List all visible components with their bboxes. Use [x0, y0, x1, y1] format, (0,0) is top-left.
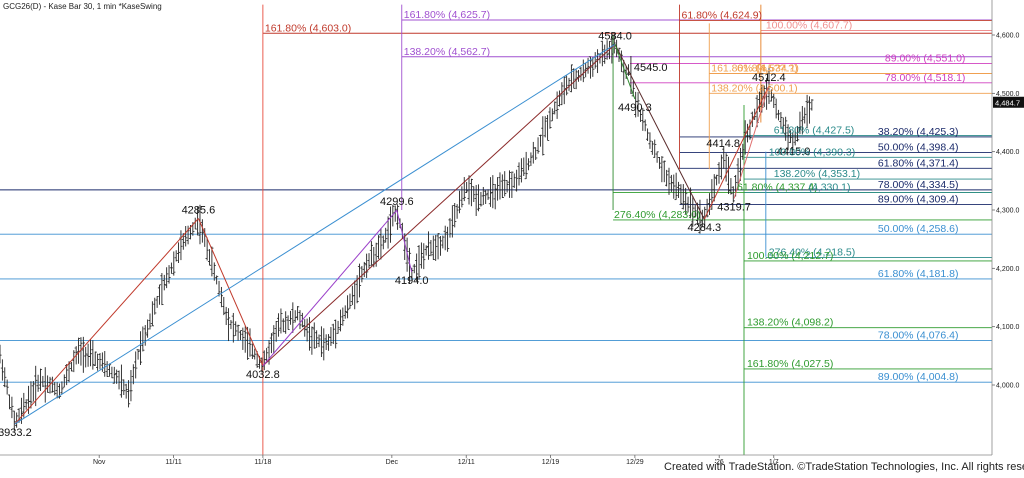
- level-label: 89.00% (4,004.8): [878, 371, 959, 383]
- level-label: 61.8%: [737, 62, 767, 74]
- level-label: (4,534.1): [757, 62, 799, 74]
- level-label: 161.80% (4,5??.?): [711, 63, 797, 75]
- level-label: 161.80% (4,027.5): [747, 358, 833, 370]
- level-labels-layer: 161.80% (4,603.0) 161.80% (4,625.7) 138.20…: [265, 9, 966, 383]
- swing-line: [396, 210, 413, 272]
- x-tick-label: '26: [715, 459, 724, 466]
- level-label: 50.00% (4,258.6): [878, 223, 959, 235]
- x-tick-label: 11/11: [165, 459, 182, 466]
- last-price-badge: [993, 96, 1024, 108]
- pivot-label: 4285.6: [182, 204, 216, 216]
- credit-text: Created with TradeStation. ©TradeStation…: [664, 461, 1024, 473]
- pivot-label: 4032.8: [246, 369, 280, 381]
- level-label: 161.80% (4,625.7): [404, 9, 490, 21]
- swing-line: [614, 44, 705, 220]
- pivot-label: 4415.0: [777, 146, 811, 158]
- level-label: 78.00% (4,518.1): [885, 72, 966, 84]
- pivot-label: 4545.0: [634, 62, 668, 74]
- level-label: 100.00% (4,607.7): [766, 20, 852, 32]
- level-label: 276.40% (4,283.0): [614, 209, 700, 221]
- level-label: (4,330.1): [808, 181, 850, 193]
- level-label: 161.80% (4,603.0): [265, 22, 351, 34]
- y-tick-label: 4,600.0: [996, 33, 1019, 40]
- y-axis: 4,600.0 4,500.0 4,400.0 4,300.0 4,200.0 4,100…: [992, 33, 1019, 390]
- swing-line: [197, 218, 264, 367]
- swing-lines-layer: [14, 43, 770, 425]
- y-tick-label: 4,400.0: [996, 149, 1019, 156]
- level-label: 276.40% (4,218.5): [769, 247, 855, 259]
- level-label: 38.20% (4,425.3): [878, 126, 959, 138]
- swing-line: [733, 85, 770, 199]
- level-label: 78.00% (4,076.4): [878, 329, 959, 341]
- level-label: 100.00% (4,212.7): [747, 250, 833, 262]
- level-label: 61.80% (4,624.9): [682, 9, 763, 21]
- x-tick-label: 12/19: [542, 459, 560, 466]
- level-label: 138.20% (4,098.2): [747, 317, 833, 329]
- level-label: 61.80% (4,337.4): [737, 181, 818, 193]
- swing-line: [14, 218, 199, 425]
- vertical-markers-layer: [262, 4, 767, 455]
- y-tick-label: 4,100.0: [996, 324, 1019, 331]
- pivot-labels-layer: 3933.2 4285.6 4032.8 4299.6 4194.0 4584.0 4545…: [0, 30, 810, 439]
- pivot-label: 4284.3: [687, 222, 721, 234]
- level-label: 61.80% (4,181.8): [878, 268, 959, 280]
- swing-line: [262, 209, 398, 367]
- level-label: 100.00% (4,390.3): [769, 146, 855, 158]
- x-tick-label: 1/7: [769, 459, 779, 466]
- level-label: 138.20% (4,353.1): [774, 168, 860, 180]
- x-tick-label: 12/29: [626, 459, 644, 466]
- price-bars-layer: [0, 31, 814, 431]
- x-tick-label: Nov: [93, 459, 106, 466]
- chart-header: GCG26(D) - Kase Bar 30, 1 min *KaseSwing: [3, 2, 162, 11]
- swing-line: [614, 44, 636, 100]
- pivot-label: 4299.6: [380, 196, 414, 208]
- y-tick-label: 4,500.0: [996, 91, 1019, 98]
- level-label: 138.20% (4,562.7): [404, 46, 490, 58]
- x-tick-label: 12/11: [458, 459, 475, 466]
- last-price-label: 4,484.7: [995, 98, 1020, 107]
- pivot-label: 4414.8: [706, 138, 740, 150]
- y-tick-label: 4,300.0: [996, 208, 1019, 215]
- y-tick-label: 4,200.0: [996, 266, 1019, 273]
- level-label: 89.00% (4,309.4): [878, 194, 959, 206]
- level-label: 61.80% (4,427.5): [774, 125, 855, 137]
- swing-line: [262, 43, 616, 367]
- x-tick-label: 11/18: [254, 459, 271, 466]
- x-axis: Nov 11/11 11/18 Dec 12/11 12/19 12/29 '26 1/7: [93, 455, 779, 466]
- swing-line: [703, 85, 770, 220]
- pivot-label: 4512.4: [752, 72, 786, 84]
- level-label: 61.80% (4,371.4): [878, 157, 959, 169]
- level-label: 78.00% (4,334.5): [878, 179, 959, 191]
- level-label: 50.00% (4,398.4): [878, 142, 959, 154]
- level-label: 138.20% (4,500.1): [711, 82, 797, 94]
- swing-line: [14, 43, 616, 425]
- pivot-label: 4194.0: [395, 275, 429, 287]
- pivot-label: 3933.2: [0, 427, 32, 439]
- level-label: 89.00% (4,551.0): [885, 53, 966, 65]
- pivot-label: 4490.3: [618, 102, 652, 114]
- y-tick-label: 4,000.0: [996, 383, 1019, 390]
- pivot-label: 4319.7: [717, 202, 751, 214]
- pivot-label: 4584.0: [598, 30, 632, 42]
- x-tick-label: Dec: [386, 459, 399, 466]
